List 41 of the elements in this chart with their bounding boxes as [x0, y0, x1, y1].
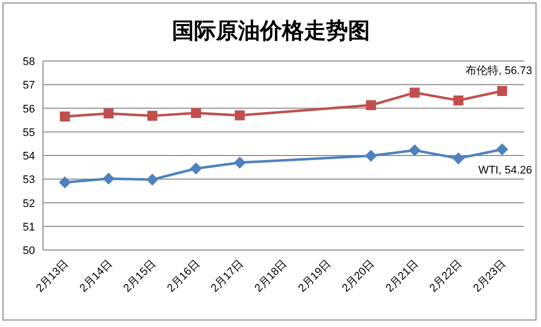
data-label: WTI, 54.26 — [478, 164, 532, 176]
title: 国际原油价格走势图 — [172, 18, 370, 43]
y-tick-label: 55 — [22, 126, 35, 139]
y-tick-label: 54 — [22, 150, 35, 162]
x-tick-label: 2月23日 — [471, 258, 508, 295]
point — [234, 156, 246, 169]
x-tick-label: 2月13日 — [34, 258, 71, 295]
point — [408, 144, 421, 156]
x-tick-label: 2月17日 — [208, 258, 246, 295]
point — [147, 110, 158, 121]
point — [60, 112, 70, 122]
x-tick-label: 2月15日 — [121, 258, 158, 295]
point — [410, 88, 420, 98]
y-tick-label: 52 — [22, 198, 35, 210]
y-tick-label: 51 — [22, 221, 35, 234]
x-tick-label: 2月20日 — [340, 258, 378, 295]
point — [234, 110, 245, 120]
point — [146, 174, 158, 186]
point — [58, 176, 71, 188]
point — [191, 108, 202, 118]
y-tick-label: 58 — [22, 56, 35, 68]
y-tick-label: 53 — [22, 174, 35, 186]
x-tick-label: 2月18日 — [252, 258, 290, 295]
x-tick-label: 2月19日 — [296, 258, 334, 295]
x-tick-label: 2月14日 — [78, 258, 115, 295]
point — [453, 95, 464, 106]
point — [452, 152, 464, 164]
y-tick-label: 50 — [22, 245, 35, 257]
point — [190, 162, 202, 174]
point — [496, 143, 508, 156]
x-tick-label: 2月22日 — [428, 258, 465, 295]
point — [104, 108, 114, 118]
y-tick-label: 56 — [22, 103, 35, 116]
x-tick-label: 2月16日 — [165, 258, 202, 295]
point — [497, 86, 508, 96]
point — [102, 172, 115, 185]
point — [364, 150, 377, 162]
data-label: 布伦特, 56.73 — [465, 65, 532, 78]
x-tick-label: 2月21日 — [384, 258, 421, 295]
point — [366, 100, 376, 110]
y-tick-label: 57 — [22, 80, 35, 92]
